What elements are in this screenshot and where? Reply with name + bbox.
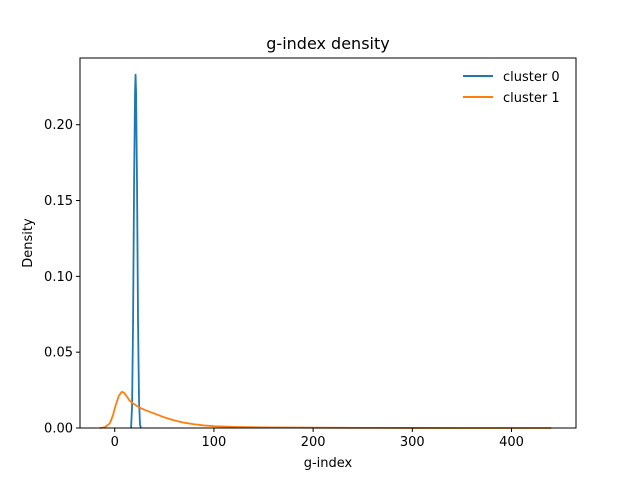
series-line-cluster-0 [130, 73, 142, 429]
y-tick-label: 0.15 [44, 194, 73, 209]
x-tick-label: 400 [499, 435, 524, 450]
y-axis-label: Density [21, 218, 36, 268]
legend-label-cluster-1: cluster 1 [503, 91, 560, 106]
y-tick-label: 0.20 [44, 118, 73, 133]
x-tick-label: 0 [111, 435, 119, 450]
chart-title: g-index density [266, 34, 389, 53]
x-axis: 0 100 200 300 400 [111, 428, 524, 450]
legend: cluster 0 cluster 1 [463, 70, 560, 106]
x-axis-label: g-index [304, 456, 353, 471]
legend-label-cluster-0: cluster 0 [503, 70, 560, 85]
x-tick-label: 300 [400, 435, 425, 450]
x-tick-label: 200 [301, 435, 326, 450]
y-axis: 0.00 0.05 0.10 0.15 0.20 [44, 118, 80, 437]
y-tick-label: 0.00 [44, 422, 73, 437]
y-tick-label: 0.05 [44, 346, 73, 361]
plot-frame [79, 57, 577, 429]
x-tick-label: 100 [202, 435, 227, 450]
y-tick-label: 0.10 [44, 270, 73, 285]
